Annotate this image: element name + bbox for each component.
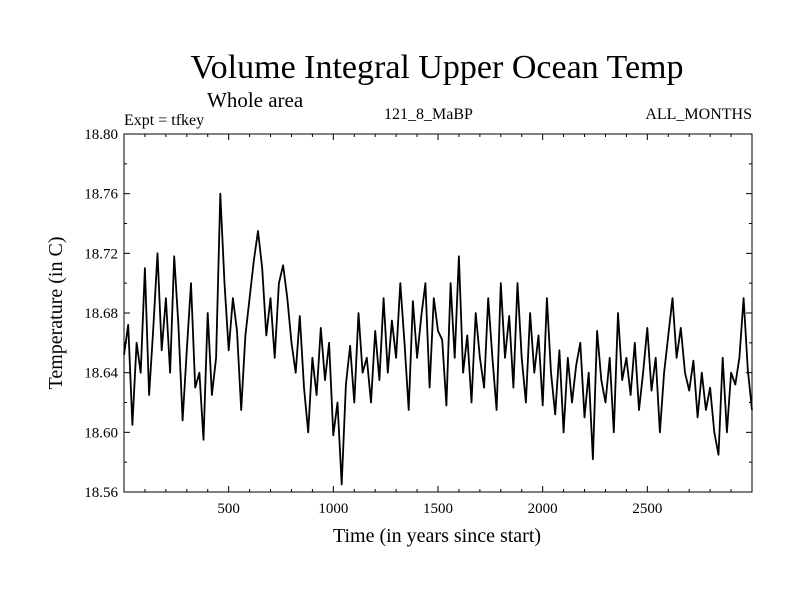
- x-tick-label: 500: [217, 501, 240, 517]
- ticks: 18.56 18.60 18.64 18.68 18.72 18.76 18.80 500 10…: [84, 127, 752, 517]
- run-id-label: 121_8_MaBP: [384, 106, 473, 123]
- plot-frame: [123, 133, 753, 493]
- y-tick-label: 18.80: [84, 127, 118, 143]
- x-tick-label: 1000: [318, 501, 348, 517]
- y-tick-label: 18.68: [84, 306, 118, 322]
- expt-label: Expt = tfkey: [124, 112, 204, 129]
- y-tick-label: 18.60: [84, 425, 118, 441]
- months-label: ALL_MONTHS: [645, 106, 752, 123]
- x-tick-label: 2500: [632, 501, 662, 517]
- y-axis-label: Temperature (in C): [45, 237, 67, 390]
- x-tick-label: 1500: [423, 501, 453, 517]
- x-tick-label: 2000: [528, 501, 558, 517]
- y-tick-label: 18.64: [84, 366, 118, 382]
- y-tick-label: 18.76: [84, 187, 118, 203]
- chart-title: Volume Integral Upper Ocean Temp: [191, 49, 684, 86]
- data-line: [123, 192, 753, 486]
- y-tick-label: 18.56: [84, 485, 118, 501]
- chart-subtitle: Whole area: [207, 88, 304, 112]
- x-axis-label: Time (in years since start): [333, 525, 541, 547]
- y-tick-label: 18.72: [84, 246, 118, 262]
